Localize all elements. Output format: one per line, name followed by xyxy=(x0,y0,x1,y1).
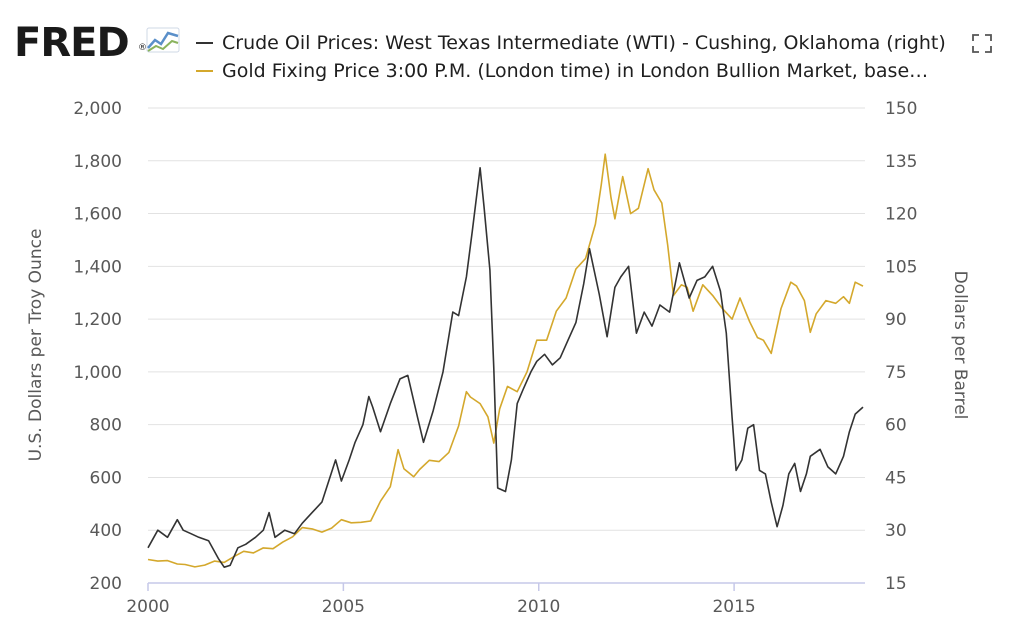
fred-logo[interactable]: FRED ® xyxy=(14,20,180,66)
legend: Crude Oil Prices: West Texas Intermediat… xyxy=(196,32,946,82)
legend-label-gold: Gold Fixing Price 3:00 P.M. (London time… xyxy=(222,60,928,82)
right-tick-label: 75 xyxy=(885,363,907,383)
x-tick-label: 2015 xyxy=(712,597,755,617)
fred-trademark: ® xyxy=(138,43,147,53)
left-tick-label: 400 xyxy=(90,521,122,541)
fullscreen-icon[interactable] xyxy=(968,30,992,54)
right-axis-title: Dollars per Barrel xyxy=(950,271,970,420)
right-tick-label: 60 xyxy=(885,416,907,436)
right-tick-label: 105 xyxy=(885,257,917,277)
series-line-oil[interactable] xyxy=(147,167,864,569)
fred-logo-text: FRED xyxy=(14,20,129,66)
series-line-gold[interactable] xyxy=(147,153,864,568)
left-tick-label: 600 xyxy=(90,468,122,488)
grid-lines xyxy=(148,107,865,531)
legend-item-oil[interactable]: Crude Oil Prices: West Texas Intermediat… xyxy=(196,32,946,54)
right-tick-label: 135 xyxy=(885,152,917,172)
left-tick-label: 2,000 xyxy=(73,99,122,119)
left-tick-label: 1,600 xyxy=(73,205,122,225)
right-tick-label: 15 xyxy=(885,574,907,594)
left-axis-title: U.S. Dollars per Troy Ounce xyxy=(26,229,46,462)
right-tick-label: 45 xyxy=(885,468,907,488)
plot-area xyxy=(147,153,864,569)
right-tick-label: 90 xyxy=(885,310,907,330)
x-tick-label: 2000 xyxy=(126,597,169,617)
right-tick-label: 150 xyxy=(885,99,917,119)
legend-item-gold[interactable]: Gold Fixing Price 3:00 P.M. (London time… xyxy=(196,60,928,82)
right-tick-label: 30 xyxy=(885,521,907,541)
left-tick-label: 1,400 xyxy=(73,257,122,277)
fred-graph-icon xyxy=(146,27,180,53)
x-tick-label: 2010 xyxy=(517,597,560,617)
left-tick-label: 1,800 xyxy=(73,152,122,172)
left-tick-label: 200 xyxy=(90,574,122,594)
x-tick-label: 2005 xyxy=(322,597,365,617)
left-tick-label: 800 xyxy=(90,416,122,436)
legend-label-oil: Crude Oil Prices: West Texas Intermediat… xyxy=(222,32,946,54)
axes: 200 400 600 800 1,000 1,200 1,400 1,600 1,800 2,0… xyxy=(73,99,917,617)
right-tick-label: 120 xyxy=(885,205,917,225)
left-tick-label: 1,000 xyxy=(73,363,122,383)
left-tick-label: 1,200 xyxy=(73,310,122,330)
